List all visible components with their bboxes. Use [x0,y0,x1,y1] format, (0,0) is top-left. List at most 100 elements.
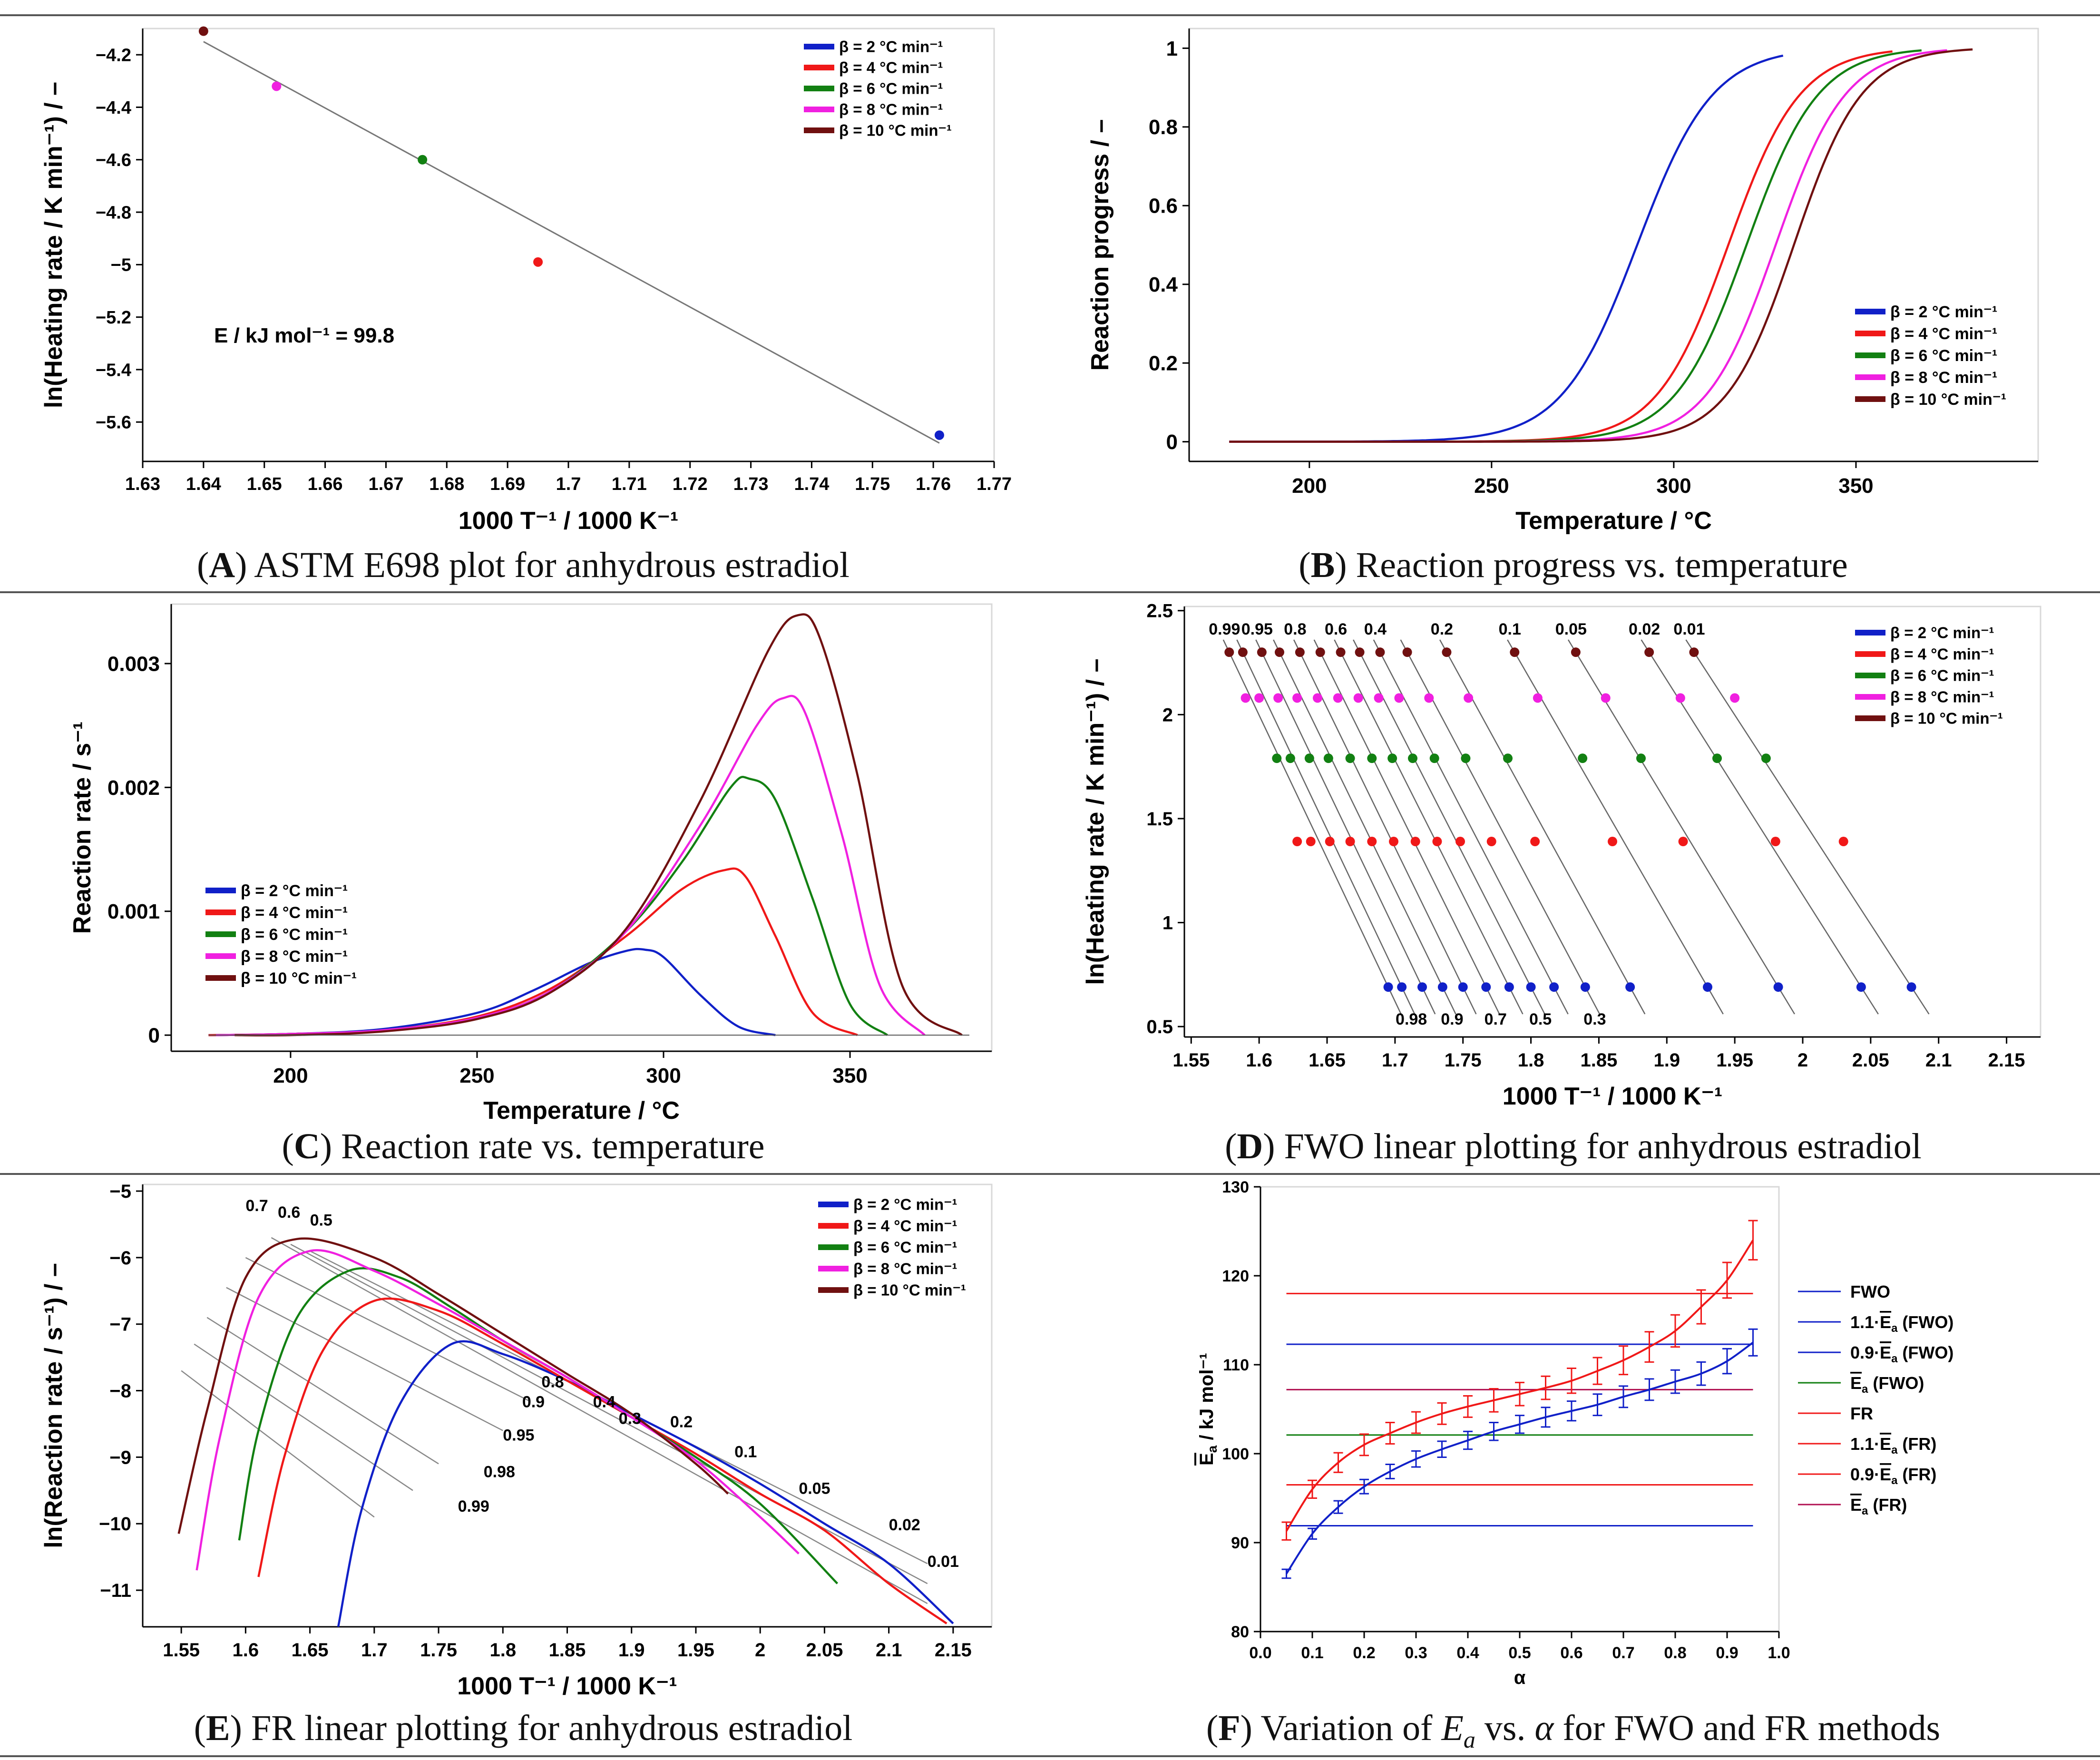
legend-label-f-5: 1.1·Ea (FR) [1850,1434,1936,1457]
y-tick-label-a-4: −5 [111,255,131,275]
chart-b-svg: 200 250 300 350 0 0.2 0.4 0.6 0.8 1 Temperature / … [1086,28,2039,535]
data-point-d-11-4 [1510,647,1520,657]
iso-label-top-d-0: 0.99 [1209,620,1240,638]
legend-label-f-4-prefix: FR [1850,1404,1873,1423]
y-tick-label-c-3: 0.003 [107,652,160,675]
iso-label-top-d-7: 0.05 [1555,620,1587,638]
data-point-d-7-0 [1526,982,1536,992]
energy-annotation-a: E / kJ mol⁻¹ = 99.8 [214,324,394,347]
data-point-d-13-3 [1675,693,1685,703]
y-tick-label-c-0: 0 [148,1024,160,1047]
series-line-b-3 [1229,49,1947,443]
data-point-d-10-0 [1625,982,1635,992]
iso-label-e-13: 0.02 [889,1516,920,1534]
data-point-d-13-2 [1712,753,1722,763]
iso-label-e-1: 0.6 [278,1203,300,1222]
y-tick-label-e-6: −11 [100,1580,131,1601]
series-line-b-0 [1229,54,1784,443]
data-point-d-2-1 [1325,837,1335,847]
iso-label-top-d-4: 0.4 [1364,620,1387,638]
legend-label-e-4: β = 10 °C min⁻¹ [853,1281,966,1299]
x-tick-label-e-8: 1.95 [677,1640,714,1661]
x-tick-label-f-7: 0.7 [1612,1644,1634,1662]
series-line-e-3 [195,1249,800,1571]
iso-label-e-4: 0.9 [522,1393,545,1411]
legend-label-c-2: β = 6 °C min⁻¹ [241,926,348,944]
x-axis-label-a: 1000 T⁻¹ / 1000 K⁻¹ [459,507,678,535]
legend-label-a-4: β = 10 °C min⁻¹ [839,122,952,139]
data-point-d-8-2 [1429,753,1439,763]
data-point-d-7-1 [1432,837,1442,847]
y-tick-label-f-1: 90 [1231,1534,1249,1552]
legend-label-f-1-bar: E [1880,1312,1891,1332]
legend-label-c-3: β = 8 °C min⁻¹ [241,948,348,966]
x-tick-label-f-1: 0.1 [1301,1644,1323,1662]
x-tick-label-a-2: 1.65 [247,474,282,494]
y-tick-label-b-2: 0.4 [1149,273,1178,296]
data-point-d-1-4 [1238,647,1248,657]
legend-label-f-7-sub: a [1862,1505,1868,1517]
x-tick-label-e-7: 1.9 [618,1640,645,1661]
data-point-d-12-3 [1601,693,1611,703]
iso-line-d-5 [1313,639,1500,1015]
x-tick-label-f-4: 0.4 [1456,1644,1479,1662]
data-point-d-0-3 [1240,693,1250,703]
x-tick-label-e-1: 1.6 [233,1640,259,1661]
iso-line-d-8 [1373,639,1569,1015]
iso-label-e-14: 0.01 [928,1553,959,1571]
chart-c-svg: 200 250 300 350 0 0.001 0.002 0.003 Temperature … [68,603,993,1124]
x-axis-label-c: Temperature / °C [483,1097,680,1124]
data-point-d-7-2 [1408,753,1417,763]
y-axis-label-f-unit: / kJ mol⁻¹ [1196,1353,1217,1446]
legend-label-f-1: 1.1·Ea (FWO) [1850,1312,1953,1335]
data-point-d-6-1 [1410,837,1420,847]
x-tick-label-d-12: 2.15 [1988,1050,2025,1071]
data-point-d-4-3 [1313,693,1322,703]
chart-d-svg: 1.55 1.6 1.65 1.7 1.75 1.8 1.85 1.9 1.95 2 2.05 2.1… [1082,601,2041,1110]
y-tick-label-d-4: 2.5 [1146,601,1173,622]
x-tick-label-d-9: 2 [1797,1050,1808,1071]
legend-label-f-2-prefix: 0.9· [1850,1343,1880,1362]
data-point-d-11-0 [1703,982,1712,992]
data-point-d-12-0 [1773,982,1783,992]
x-tick-label-d-11: 2.1 [1925,1050,1952,1071]
y-tick-label-f-2: 100 [1222,1445,1249,1463]
data-point-d-13-1 [1770,837,1780,847]
y-tick-label-b-4: 0.8 [1149,116,1178,139]
data-point-d-10-1 [1530,837,1540,847]
y-axis-label-b: Reaction progress / – [1086,119,1114,371]
iso-label-bottom-d-3: 0.5 [1529,1010,1552,1028]
x-tick-label-a-0: 1.63 [125,474,160,494]
bottom-rule [0,1755,2100,1757]
chart-e-svg: 1.55 1.6 1.65 1.7 1.75 1.8 1.85 1.9 1.95 2 2.05 2.1… [40,1181,993,1700]
series-line-c-4 [234,613,963,1036]
iso-line-d-11 [1507,639,1724,1015]
legend-label-a-0: β = 2 °C min⁻¹ [839,38,943,56]
data-point-d-10-3 [1464,693,1474,703]
chart-a-svg: 1.63 1.64 1.65 1.66 1.67 1.68 1.69 1.7 1.71 1.72 1… [40,26,1012,535]
legend-label-f-6-bar: E [1880,1465,1891,1484]
x-tick-label-d-8: 1.95 [1716,1050,1753,1071]
data-point-d-14-3 [1730,693,1740,703]
data-point-d-3-3 [1292,693,1302,703]
legend-label-f-5-sub: a [1891,1444,1898,1457]
y-tick-label-a-0: −4.2 [96,45,131,65]
caption-d: (D) FWO linear plotting for anhydrous es… [1225,1126,1922,1166]
iso-label-bottom-d-4: 0.3 [1583,1010,1606,1028]
x-tick-label-a-14: 1.77 [977,474,1012,494]
x-tick-label-d-3: 1.7 [1382,1050,1408,1071]
iso-line-d-7 [1353,639,1545,1015]
panel-b: 200 250 300 350 0 0.2 0.4 0.6 0.8 1 Temperature / … [1046,14,2100,542]
legend-label-f-6-sub: a [1891,1474,1898,1487]
x-tick-label-a-13: 1.76 [916,474,951,494]
caption-e: (E) FR linear plotting for anhydrous est… [194,1708,853,1748]
caption-f: (F) Variation of Ea vs. α for FWO and FR… [1206,1708,1941,1753]
y-tick-label-a-3: −4.8 [96,203,131,223]
data-point-d-9-1 [1486,837,1496,847]
legend-label-b-1: β = 4 °C min⁻¹ [1890,325,1997,343]
y-tick-label-f-3: 110 [1223,1356,1249,1374]
iso-label-e-9: 0.3 [619,1409,641,1428]
data-point-d-8-4 [1375,647,1385,657]
iso-label-top-d-6: 0.1 [1499,620,1521,638]
legend-label-f-1-sub: a [1891,1322,1898,1335]
